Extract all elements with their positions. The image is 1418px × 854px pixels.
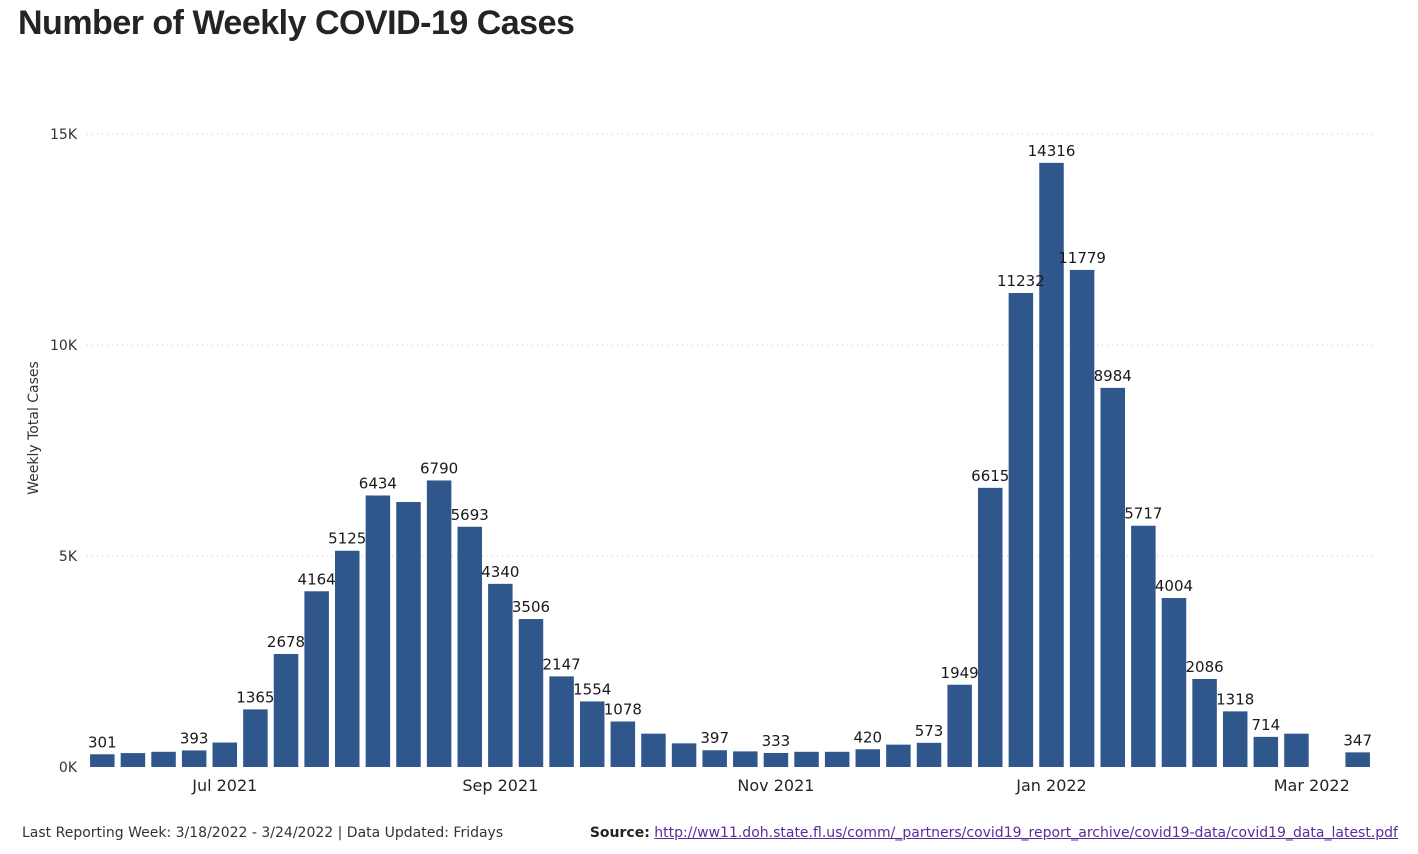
data-label: 2086	[1186, 658, 1224, 676]
data-label: 714	[1252, 716, 1281, 734]
y-tick-label: 5K	[59, 549, 78, 565]
source-link[interactable]: http://ww11.doh.state.fl.us/comm/_partne…	[654, 825, 1398, 841]
bar[interactable]	[335, 550, 360, 767]
data-label: 301	[88, 733, 117, 751]
y-axis: 0K 5K 10K 15K	[50, 127, 78, 776]
bar[interactable]	[365, 495, 391, 767]
data-label: 1949	[941, 664, 979, 682]
bar[interactable]	[181, 750, 207, 767]
bar[interactable]	[886, 744, 911, 767]
data-label: 2678	[267, 633, 305, 651]
bar[interactable]	[978, 487, 1003, 767]
bar[interactable]	[824, 751, 850, 767]
data-label: 3506	[512, 598, 550, 616]
bar[interactable]	[1100, 387, 1125, 767]
data-label: 5125	[328, 530, 366, 548]
bar[interactable]	[702, 750, 727, 767]
bar[interactable]	[396, 501, 421, 767]
bar[interactable]	[1161, 598, 1187, 767]
bar-chart: 0K 5K 10K 15K Weekly Total Cases 301 393 1365…	[26, 127, 1373, 795]
bars	[90, 162, 1370, 767]
bar[interactable]	[1222, 711, 1248, 767]
data-label: 6790	[420, 459, 458, 477]
source-note: Source: http://ww11.doh.state.fl.us/comm…	[590, 825, 1398, 841]
bar[interactable]	[1008, 293, 1034, 767]
data-label: 397	[700, 729, 729, 747]
bar[interactable]	[243, 709, 268, 767]
data-label: 333	[762, 732, 791, 750]
bar[interactable]	[733, 751, 758, 767]
bar[interactable]	[641, 733, 666, 767]
data-label: 14316	[1028, 142, 1076, 160]
bar[interactable]	[212, 742, 238, 767]
bar[interactable]	[1131, 525, 1156, 767]
data-label: 1318	[1216, 690, 1254, 708]
bar[interactable]	[120, 753, 146, 767]
data-label: 1554	[573, 680, 611, 698]
bar[interactable]	[947, 684, 972, 767]
bar[interactable]	[1069, 269, 1095, 767]
y-tick-label: 0K	[59, 760, 78, 776]
data-label: 393	[180, 729, 209, 747]
bar[interactable]	[671, 743, 697, 767]
data-label: 6434	[359, 474, 397, 492]
bar[interactable]	[518, 619, 544, 767]
bar[interactable]	[855, 749, 881, 767]
source-label: Source:	[589, 825, 650, 841]
chart-title: Number of Weekly COVID-19 Cases	[18, 4, 575, 42]
bar[interactable]	[610, 721, 636, 767]
data-label: 8984	[1094, 367, 1132, 385]
x-tick-label: Jan 2022	[1015, 776, 1086, 795]
bar[interactable]	[304, 591, 329, 767]
data-label: 4340	[481, 563, 519, 581]
bar[interactable]	[151, 751, 176, 767]
gridlines	[87, 133, 1373, 557]
bar[interactable]	[488, 583, 513, 767]
bar[interactable]	[426, 480, 452, 767]
bar[interactable]	[1284, 733, 1309, 767]
data-label: 5717	[1124, 505, 1162, 523]
data-label: 420	[853, 728, 882, 746]
y-tick-label: 10K	[50, 338, 78, 354]
data-label: 2147	[543, 655, 581, 673]
y-axis-title: Weekly Total Cases	[26, 361, 42, 495]
bar[interactable]	[549, 676, 574, 767]
data-label: 1365	[236, 688, 274, 706]
last-reporting-week: Last Reporting Week: 3/18/2022 - 3/24/20…	[22, 825, 504, 841]
bar[interactable]	[763, 752, 789, 767]
bar[interactable]	[1192, 678, 1217, 767]
bar[interactable]	[1253, 736, 1279, 767]
data-label: 573	[915, 722, 944, 740]
bar[interactable]	[1039, 162, 1064, 767]
x-tick-label: Sep 2021	[462, 776, 538, 795]
bar[interactable]	[579, 701, 605, 767]
data-label: 11779	[1058, 249, 1106, 267]
x-tick-label: Jul 2021	[191, 776, 257, 795]
data-label: 347	[1343, 731, 1372, 749]
data-label: 1078	[604, 701, 642, 719]
data-label: 11232	[997, 272, 1045, 290]
x-tick-label: Mar 2022	[1274, 776, 1350, 795]
bar[interactable]	[1345, 752, 1370, 767]
data-label: 4164	[298, 570, 336, 588]
bar[interactable]	[273, 653, 299, 767]
data-labels: 301 393 1365 2678 4164 5125 6434 6790 5693 4340 35…	[88, 142, 1372, 751]
data-label: 5693	[451, 506, 489, 524]
x-tick-label: Nov 2021	[737, 776, 814, 795]
bar[interactable]	[794, 751, 819, 767]
bar[interactable]	[916, 742, 942, 767]
x-axis: Jul 2021 Sep 2021 Nov 2021 Jan 2022 Mar 2022	[191, 776, 1350, 795]
data-label: 6615	[971, 467, 1009, 485]
bar[interactable]	[90, 754, 115, 767]
bar[interactable]	[457, 526, 482, 767]
y-tick-label: 15K	[50, 127, 78, 143]
data-label: 4004	[1155, 577, 1193, 595]
